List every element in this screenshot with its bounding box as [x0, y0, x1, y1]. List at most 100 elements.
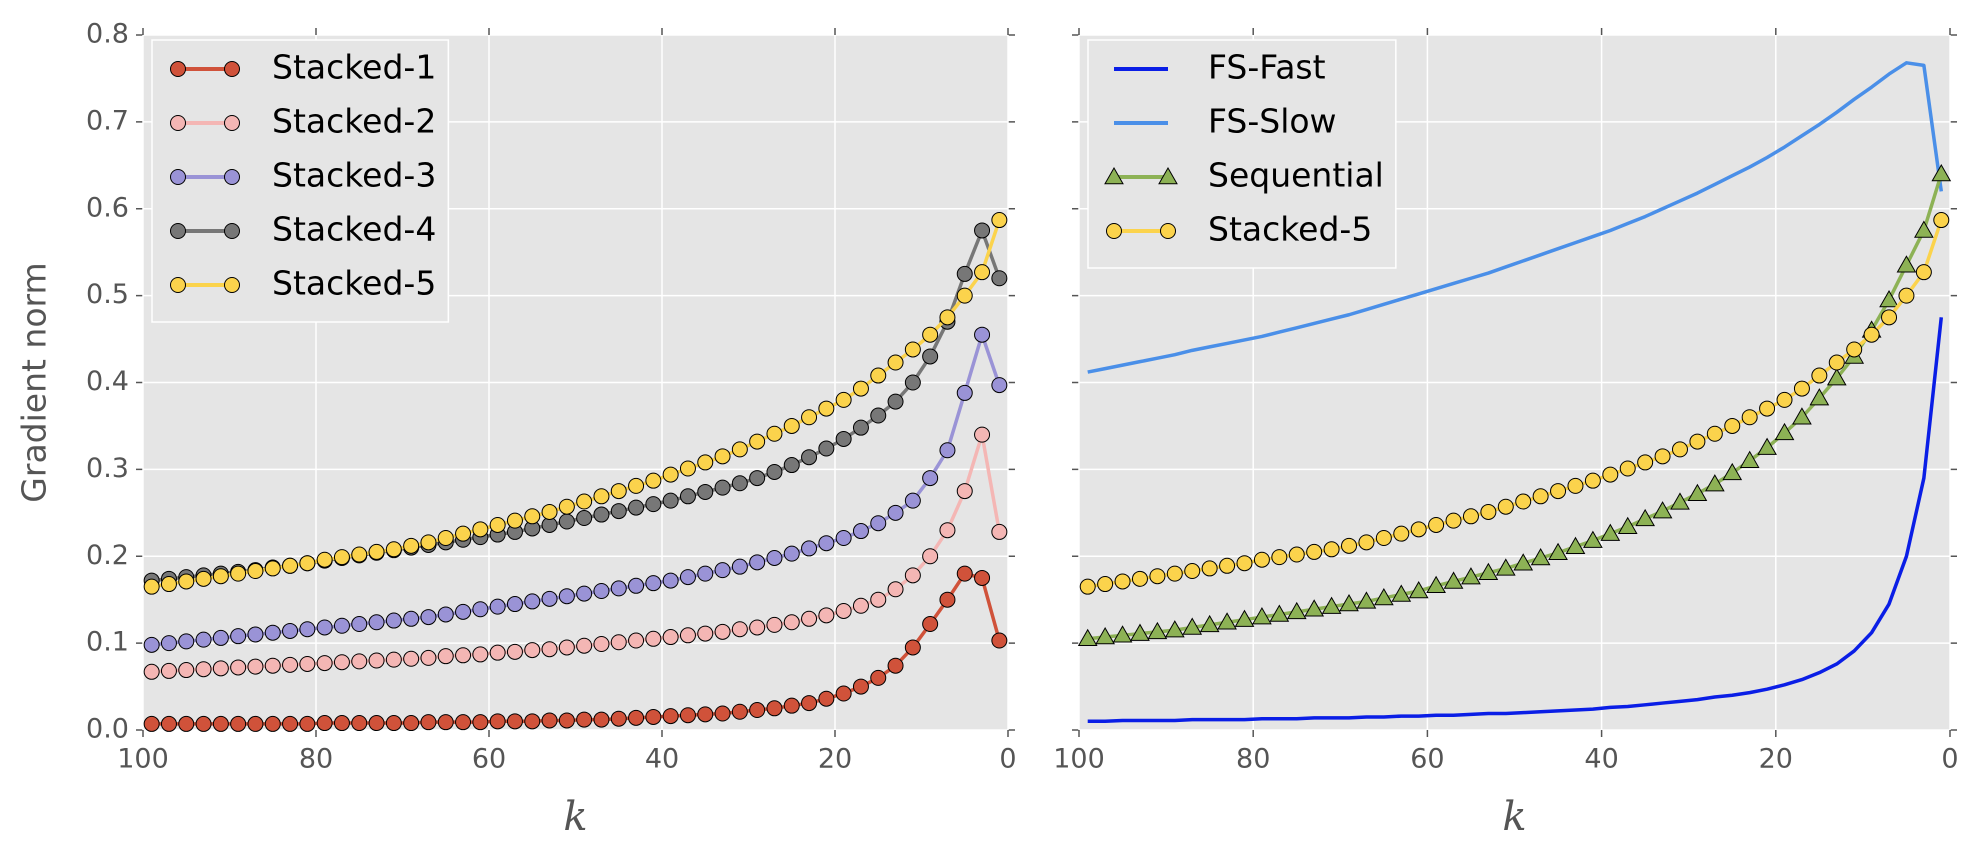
marker [956, 265, 973, 282]
marker [1323, 541, 1340, 558]
marker [628, 499, 645, 516]
marker [1149, 568, 1166, 585]
marker [1445, 512, 1462, 529]
marker [610, 580, 627, 597]
marker [1757, 437, 1777, 455]
series [143, 565, 1008, 732]
marker [922, 348, 939, 365]
marker [160, 662, 177, 679]
marker [212, 660, 229, 677]
marker [316, 655, 333, 672]
marker [991, 270, 1008, 287]
marker [1826, 368, 1847, 386]
marker [420, 534, 437, 551]
marker [801, 449, 818, 466]
marker [835, 430, 852, 447]
marker [1619, 460, 1636, 477]
marker [628, 577, 645, 594]
marker [731, 558, 748, 575]
marker [783, 697, 800, 714]
subplot: 100 80 60 40 20 0 k FS-Fast FS-Slow Sequential Sta… [1053, 28, 1959, 840]
marker [178, 573, 195, 590]
marker [368, 614, 385, 631]
marker [1652, 501, 1673, 519]
legend-label: Stacked-5 [1208, 210, 1372, 249]
marker [178, 715, 195, 732]
marker [679, 707, 696, 724]
series-line [1087, 61, 1944, 374]
marker [1706, 425, 1723, 442]
marker [1462, 508, 1479, 525]
series [143, 426, 1008, 680]
marker [143, 663, 160, 680]
marker [1567, 477, 1584, 494]
marker [333, 549, 350, 566]
marker [1811, 367, 1828, 384]
marker [1689, 433, 1706, 450]
marker [714, 448, 731, 465]
marker [749, 433, 766, 450]
marker [489, 644, 506, 661]
marker [1565, 536, 1586, 554]
marker [1106, 223, 1122, 239]
marker [282, 622, 299, 639]
marker [316, 551, 333, 568]
marker [783, 417, 800, 434]
marker [922, 616, 939, 633]
marker [558, 639, 575, 656]
marker [731, 441, 748, 458]
marker [956, 287, 973, 304]
marker [455, 714, 472, 731]
marker [316, 715, 333, 732]
marker [749, 554, 766, 571]
marker [870, 367, 887, 384]
x-tick-label: 60 [472, 744, 506, 775]
y-tick-label: 0.8 [86, 19, 129, 50]
marker [922, 548, 939, 565]
marker [974, 222, 991, 239]
marker [160, 576, 177, 593]
marker [1532, 488, 1549, 505]
legend-label: FS-Fast [1208, 48, 1326, 87]
marker [1931, 163, 1952, 182]
marker [230, 659, 247, 676]
marker [904, 374, 921, 391]
marker [224, 169, 240, 185]
marker [852, 419, 869, 436]
marker [1391, 584, 1412, 602]
x-tick-label: 60 [1410, 744, 1444, 775]
marker [1530, 547, 1551, 566]
marker [264, 657, 281, 674]
marker [558, 513, 575, 530]
marker [178, 662, 195, 679]
marker [852, 523, 869, 540]
marker [576, 493, 593, 510]
marker [1600, 523, 1621, 541]
x-tick-label: 20 [818, 744, 852, 775]
marker [697, 483, 714, 500]
marker [195, 661, 212, 678]
marker [1375, 530, 1392, 547]
marker [489, 516, 506, 533]
marker [1722, 462, 1743, 481]
marker [766, 425, 783, 442]
marker [593, 583, 610, 599]
marker [178, 633, 195, 650]
y-tick-label: 0.5 [86, 279, 129, 310]
marker [1846, 341, 1863, 358]
marker [974, 264, 991, 281]
marker [870, 669, 887, 686]
marker [437, 714, 454, 731]
marker [333, 654, 350, 671]
marker [1236, 555, 1253, 572]
series [143, 326, 1008, 653]
marker [628, 709, 645, 726]
marker [1114, 573, 1131, 590]
marker [783, 545, 800, 562]
marker [991, 377, 1008, 394]
marker [714, 623, 731, 640]
marker [1879, 289, 1899, 308]
marker [455, 603, 472, 620]
marker [472, 714, 489, 731]
marker [662, 492, 679, 509]
